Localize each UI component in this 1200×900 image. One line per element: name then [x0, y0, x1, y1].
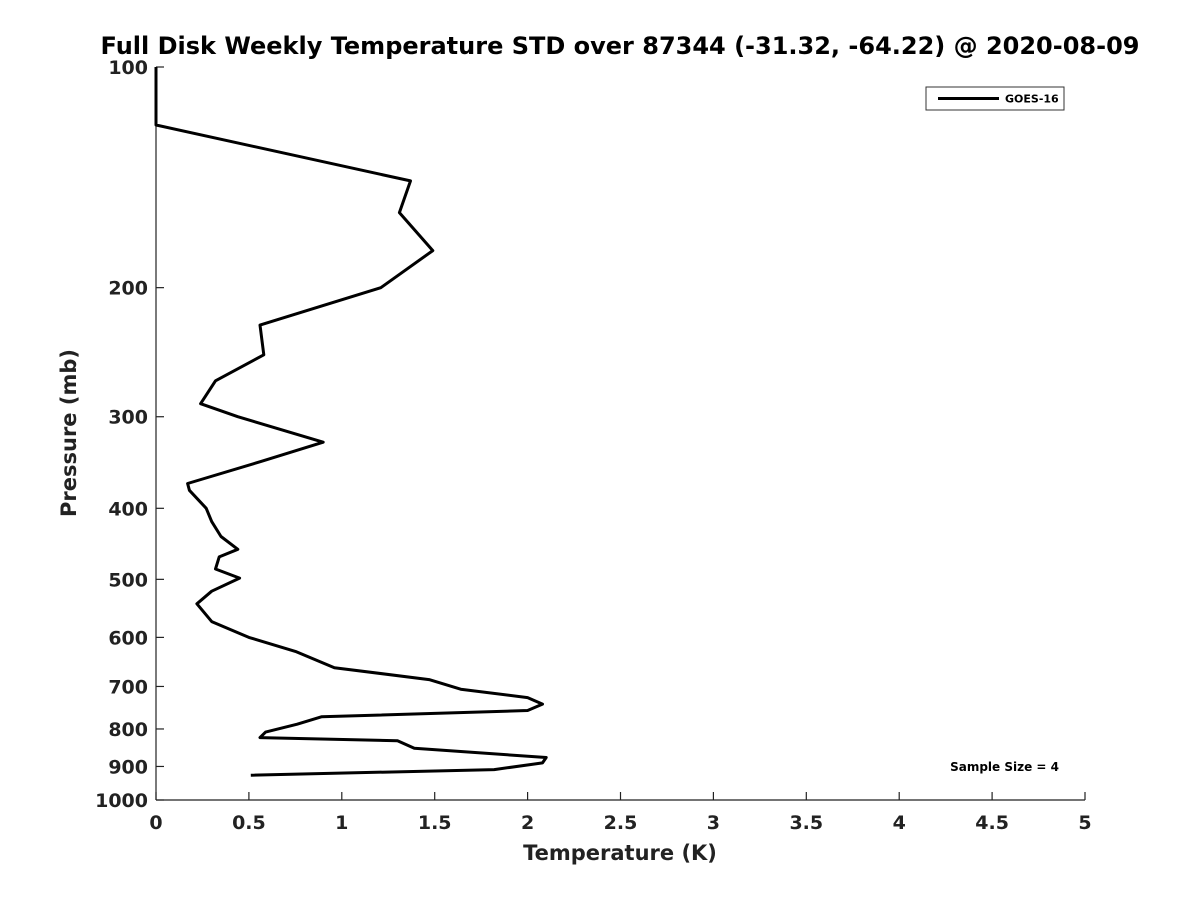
y-axis-label: Pressure (mb)	[57, 349, 81, 517]
x-tick-label: 4.5	[975, 812, 1009, 834]
y-tick-label: 300	[108, 407, 148, 429]
x-tick-label: 2	[521, 812, 534, 834]
x-ticks: 0 0.5 1 1.5 2 2.5 3 3.5 4 4.5 5	[149, 792, 1092, 834]
y-tick-label: 800	[108, 719, 148, 741]
y-tick-label: 200	[108, 278, 148, 300]
y-ticks: 100 200 300 400 500 600 700 800 900 1000	[95, 57, 164, 812]
x-tick-label: 5	[1078, 812, 1091, 834]
x-tick-label: 0.5	[232, 812, 266, 834]
legend-entry-label: GOES-16	[1005, 93, 1059, 106]
x-tick-label: 4	[893, 812, 906, 834]
series-line-goes-16	[154, 67, 548, 777]
x-tick-label: 0	[149, 812, 162, 834]
y-tick-label: 400	[108, 498, 148, 520]
x-tick-label: 3.5	[789, 812, 823, 834]
sample-size-annotation: Sample Size = 4	[950, 760, 1059, 774]
plot-area	[154, 67, 548, 777]
x-tick-label: 2.5	[604, 812, 638, 834]
y-tick-label: 500	[108, 569, 148, 591]
x-tick-label: 3	[707, 812, 720, 834]
y-tick-label: 900	[108, 756, 148, 778]
y-tick-label: 700	[108, 676, 148, 698]
y-tick-label: 100	[108, 57, 148, 79]
legend: GOES-16	[925, 86, 1065, 111]
x-tick-label: 1.5	[418, 812, 452, 834]
x-axis-label: Temperature (K)	[523, 841, 717, 865]
x-tick-label: 1	[335, 812, 348, 834]
y-tick-label: 1000	[95, 790, 148, 812]
axes: 0 0.5 1 1.5 2 2.5 3 3.5 4 4.5 5 100 200 300 400 500 600…	[95, 57, 1092, 834]
y-tick-label: 600	[108, 627, 148, 649]
chart-title: Full Disk Weekly Temperature STD over 87…	[101, 32, 1140, 60]
